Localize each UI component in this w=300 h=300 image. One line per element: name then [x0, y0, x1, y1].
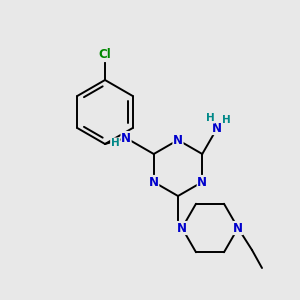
Text: H: H	[222, 115, 231, 125]
Text: N: N	[121, 131, 131, 145]
Text: N: N	[149, 176, 159, 188]
Text: N: N	[233, 221, 243, 235]
Text: N: N	[197, 176, 207, 188]
Text: N: N	[173, 134, 183, 146]
Text: H: H	[206, 113, 214, 123]
Text: Cl: Cl	[99, 49, 111, 62]
Text: N: N	[212, 122, 222, 134]
Text: H: H	[111, 138, 119, 148]
Text: N: N	[177, 221, 187, 235]
